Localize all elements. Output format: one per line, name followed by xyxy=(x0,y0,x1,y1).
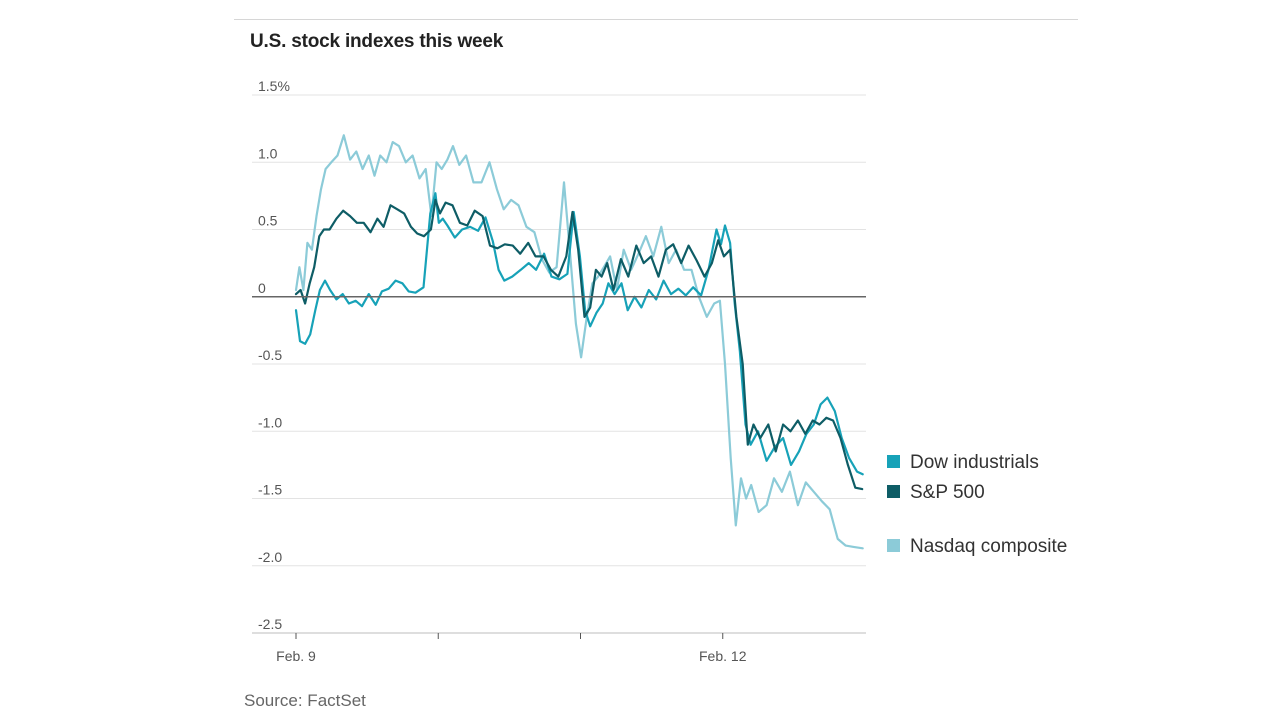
legend-label-nasdaq: Nasdaq composite xyxy=(910,536,1067,557)
series-line-dow xyxy=(294,192,864,476)
y-tick-label: 1.0 xyxy=(258,145,278,161)
series-line-nasdaq xyxy=(294,134,864,550)
series-line-sp xyxy=(294,198,864,491)
grid-layer xyxy=(252,94,866,634)
legend-swatch-nasdaq xyxy=(887,539,900,552)
y-tick-label: -0.5 xyxy=(258,347,282,363)
legend: Dow industrials S&P 500 Nasdaq composite xyxy=(887,452,1067,557)
legend-swatch-dow xyxy=(887,455,900,468)
y-axis-labels: 1.5% 1.0 0.5 0 -0.5 -1.0 -1.5 -2.0 -2.5 xyxy=(258,78,290,632)
y-tick-label: -1.0 xyxy=(258,414,282,430)
legend-label-sp: S&P 500 xyxy=(910,482,985,503)
x-axis: Feb. 9 Feb. 12 xyxy=(252,632,866,664)
legend-label-dow: Dow industrials xyxy=(910,452,1039,473)
top-divider xyxy=(234,19,1078,20)
y-tick-label: -2.5 xyxy=(258,616,282,632)
y-tick-label: -2.0 xyxy=(258,549,282,565)
series-layer xyxy=(252,134,866,550)
chart-title: U.S. stock indexes this week xyxy=(250,31,504,52)
legend-swatch-sp xyxy=(887,485,900,498)
y-tick-label: 0 xyxy=(258,280,266,296)
y-tick-label: -1.5 xyxy=(258,482,282,498)
y-tick-label: 1.5% xyxy=(258,78,290,94)
x-tick-label: Feb. 12 xyxy=(699,648,747,664)
x-tick-label: Feb. 9 xyxy=(276,648,316,664)
y-tick-label: 0.5 xyxy=(258,213,278,229)
source-note: Source: FactSet xyxy=(244,691,366,710)
